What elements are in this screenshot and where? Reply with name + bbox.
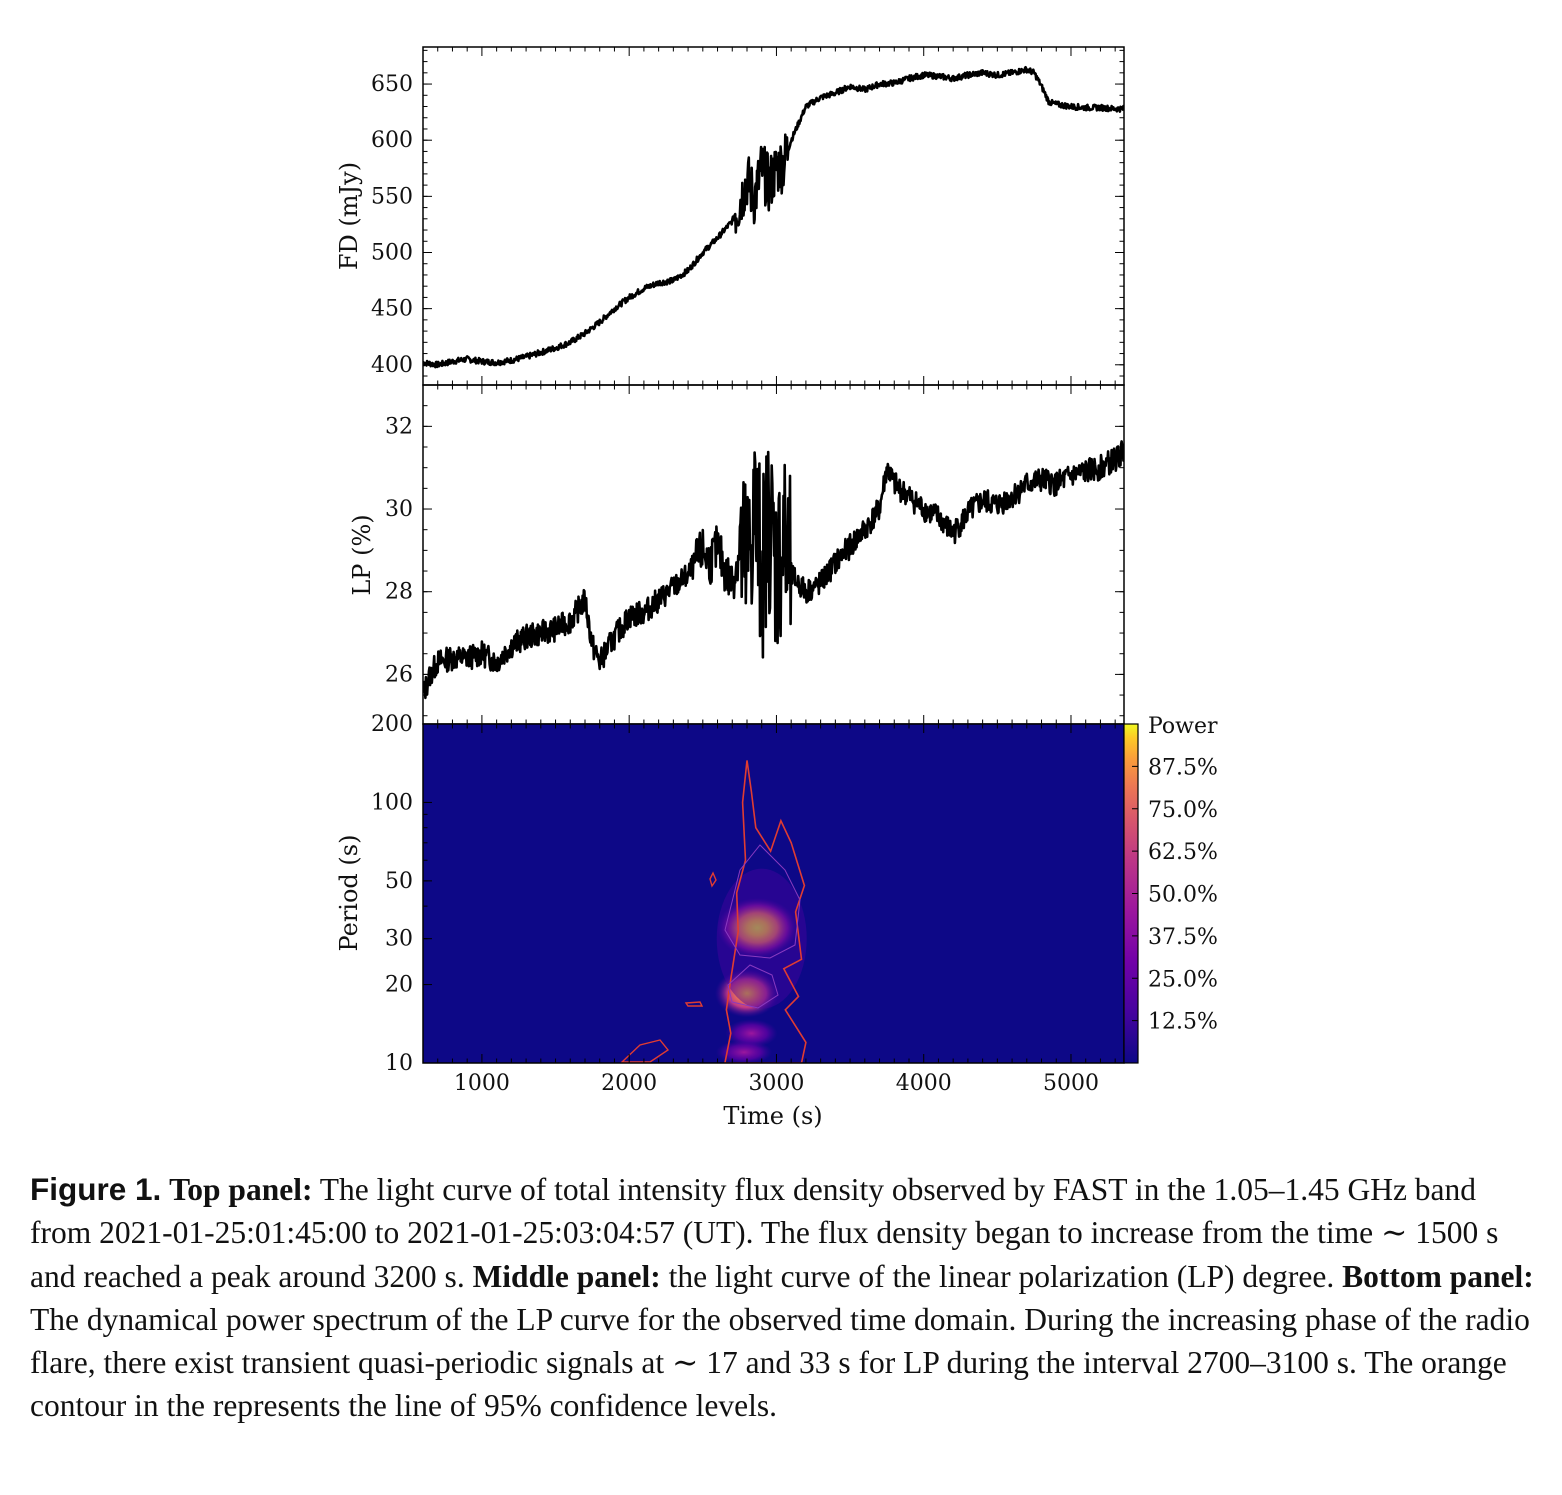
panel-top-frame xyxy=(422,46,1125,386)
x-tick-label: 4000 xyxy=(896,1071,952,1096)
y-tick-label: 200 xyxy=(371,712,413,737)
y-tick-label: 500 xyxy=(371,240,413,265)
y-tick-label: 600 xyxy=(371,128,413,153)
caption-bottom-text: The dynamical power spectrum of the LP c… xyxy=(30,1301,1530,1424)
y-tick-label: 32 xyxy=(385,414,413,439)
middle-series-line xyxy=(423,440,1124,700)
colorbar-tick-label: 87.5% xyxy=(1148,755,1218,780)
top-series-line xyxy=(423,65,1124,369)
panel-middle: 26 28 30 32 LP (%) xyxy=(348,384,1125,725)
y-tick-label: 400 xyxy=(371,353,413,378)
contour-small-3 xyxy=(620,1039,670,1063)
y-tick-label: 10 xyxy=(385,1051,413,1076)
colorbar-tick-label: 25.0% xyxy=(1148,967,1218,992)
heatmap-halo xyxy=(716,868,807,1009)
contour-95-confidence xyxy=(724,760,807,1063)
colorbar-tick-label: 37.5% xyxy=(1148,925,1218,950)
bottom-xlabel: Time (s) xyxy=(723,1102,822,1130)
y-tick-label: 28 xyxy=(385,580,413,605)
x-tick-label: 2000 xyxy=(601,1071,657,1096)
colorbar-tick-label: 12.5% xyxy=(1148,1010,1218,1035)
y-tick-label: 100 xyxy=(371,790,413,815)
x-tick-label: 5000 xyxy=(1043,1071,1099,1096)
caption-bottom-title: Bottom panel: xyxy=(1342,1258,1534,1294)
y-tick-label: 50 xyxy=(385,869,413,894)
contour-small-2 xyxy=(684,1001,704,1007)
y-tick-label: 650 xyxy=(371,72,413,97)
x-tick-label: 3000 xyxy=(748,1071,804,1096)
colorbar-tick-label: 50.0% xyxy=(1148,883,1218,908)
bottom-ylabel: Period (s) xyxy=(335,835,363,952)
y-tick-label: 30 xyxy=(385,497,413,522)
y-tick-label: 550 xyxy=(371,184,413,209)
bottom-ticks: 1000 2000 3000 4000 5000 10 20 30 50 100 200 xyxy=(371,712,1116,1096)
colorbar-ticks: 12.5% 25.0% 37.5% 50.0% 62.5% 75.0% 87.5% xyxy=(1132,755,1218,1035)
middle-ylabel: LP (%) xyxy=(348,514,376,595)
caption-top-text: The light curve of total intensity flux … xyxy=(30,1172,1499,1294)
middle-ticks: 26 28 30 32 xyxy=(385,384,1124,724)
top-ticks: 400 450 500 550 600 650 xyxy=(371,47,1124,385)
figure: 400 450 500 550 600 650 FD (mJy) 26 28 30 32 LP … xyxy=(335,46,1218,1130)
caption-middle-title: Middle panel: xyxy=(472,1258,661,1294)
top-ylabel: FD (mJy) xyxy=(335,162,363,270)
panel-bottom: 1000 2000 3000 4000 5000 10 20 30 50 100 200 Perio… xyxy=(335,712,1218,1130)
heatmap-hotspot xyxy=(716,1040,773,1063)
colorbar-label: Power xyxy=(1148,714,1218,739)
y-tick-label: 30 xyxy=(385,927,413,952)
colorbar-tick-label: 62.5% xyxy=(1148,840,1218,865)
contour-small-1 xyxy=(709,871,717,888)
y-tick-label: 26 xyxy=(385,662,413,687)
contour-inner-2 xyxy=(727,964,779,1009)
caption-middle-text: the light curve of the linear polarizati… xyxy=(660,1258,1343,1294)
y-tick-label: 450 xyxy=(371,297,413,322)
y-tick-label: 20 xyxy=(385,973,413,998)
caption-top-title: Top panel: xyxy=(169,1172,313,1207)
panel-top: 400 450 500 550 600 650 FD (mJy) xyxy=(335,46,1125,386)
caption-fig-label: Figure 1. xyxy=(30,1171,162,1207)
x-tick-label: 1000 xyxy=(454,1071,510,1096)
figure-caption: Figure 1. Top panel: The light curve of … xyxy=(30,1168,1535,1428)
contour-inner-1 xyxy=(724,844,801,959)
heatmap-hotspot xyxy=(725,1019,778,1048)
colorbar-tick-label: 75.0% xyxy=(1148,798,1218,823)
